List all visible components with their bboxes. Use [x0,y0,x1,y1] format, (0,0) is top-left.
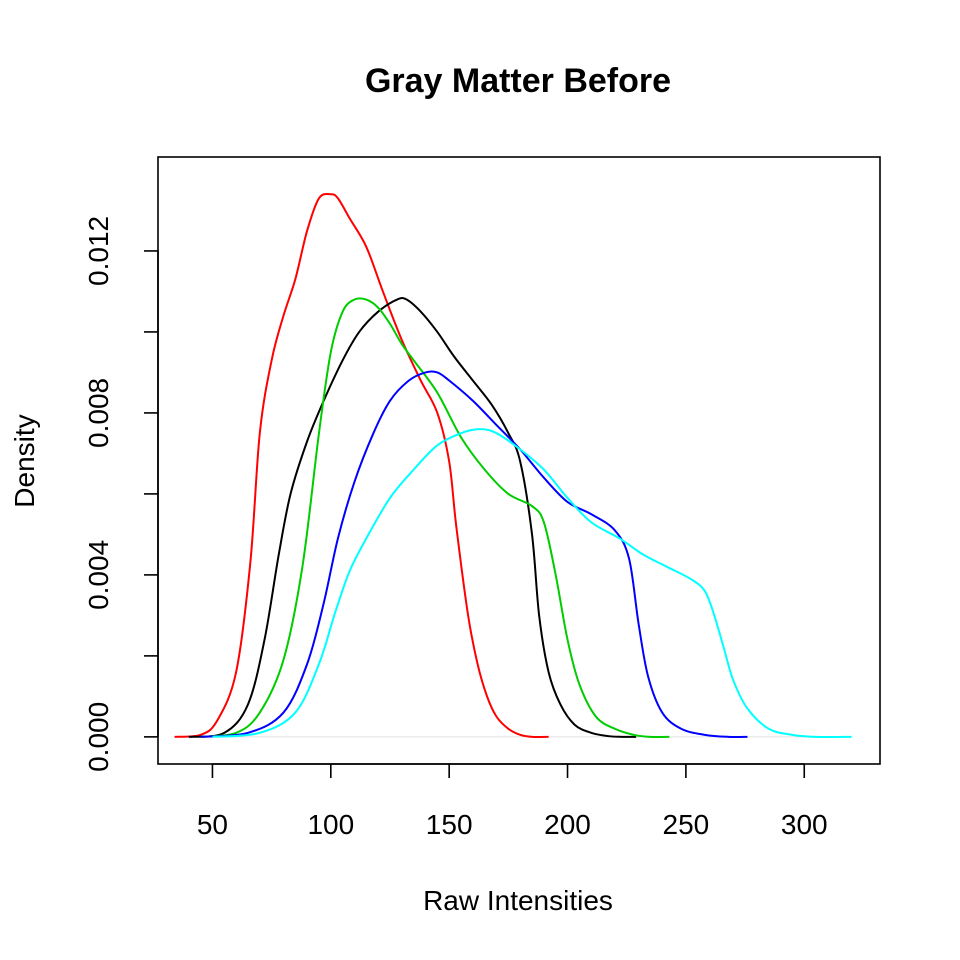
x-tick-label: 150 [426,809,473,840]
y-tick-label: 0.004 [83,540,114,610]
x-axis: 50 100 150 200 250 300 [197,763,828,840]
chart-title: Gray Matter Before [365,62,671,100]
density-curve-2 [188,297,637,738]
y-tick-label: 0.012 [83,216,114,286]
y-axis-label: Density [9,414,40,507]
density-curves [174,192,852,739]
x-tick-label: 300 [781,809,828,840]
x-tick-label: 200 [544,809,591,840]
density-curve-5 [212,428,852,739]
density-curve-1 [174,192,549,739]
y-tick-label: 0.000 [83,702,114,772]
y-tick-label: 0.008 [83,378,114,448]
density-curve-3 [200,297,670,739]
x-axis-label: Raw Intensities [423,885,613,916]
y-axis: 0.000 0.004 0.008 0.012 [83,216,159,772]
density-curve-4 [200,370,748,739]
x-tick-label: 250 [663,809,710,840]
x-tick-label: 100 [307,809,354,840]
x-tick-label: 50 [197,809,228,840]
